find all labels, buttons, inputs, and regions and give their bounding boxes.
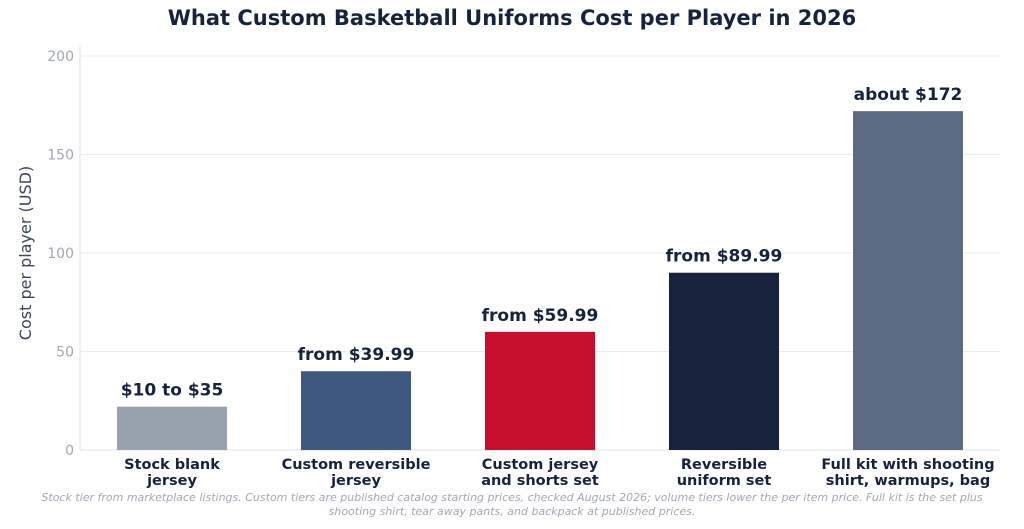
data-label: about $172 [854,85,963,105]
data-label: from $59.99 [482,306,599,326]
y-tick-label: 200 [47,49,74,65]
data-label: from $39.99 [298,345,415,365]
y-tick-label: 150 [47,148,74,164]
bar [485,331,595,450]
data-label: from $89.99 [666,247,783,267]
x-tick-label: Full kit with shooting [821,457,994,473]
y-tick-label: 100 [47,246,74,262]
bar [853,111,963,450]
footnote-line-2: shooting shirt, tear away pants, and bac… [328,505,696,518]
x-tick-label: uniform set [677,473,772,489]
chart-title: What Custom Basketball Uniforms Cost per… [167,6,857,30]
x-tick-label: jersey [330,473,381,489]
footnote-line-1: Stock tier from marketplace listings. Cu… [41,491,983,504]
bar [301,371,411,450]
x-tick-label: Stock blank [124,457,220,473]
y-tick-label: 50 [56,345,74,361]
bar [669,272,779,450]
chart-footnote: Stock tier from marketplace listings. Cu… [0,491,1024,519]
bar [117,406,227,450]
x-tick-label: Custom jersey [482,457,599,473]
data-label: $10 to $35 [121,381,224,401]
x-tick-label: Reversible [681,457,767,473]
x-tick-label: and shorts set [481,473,599,489]
y-tick-label: 0 [65,443,74,459]
y-axis-label: Cost per player (USD) [16,166,35,340]
x-tick-label: jersey [146,473,197,489]
x-tick-label: shirt, warmups, bag [826,473,990,489]
x-tick-label: Custom reversible [282,457,431,473]
